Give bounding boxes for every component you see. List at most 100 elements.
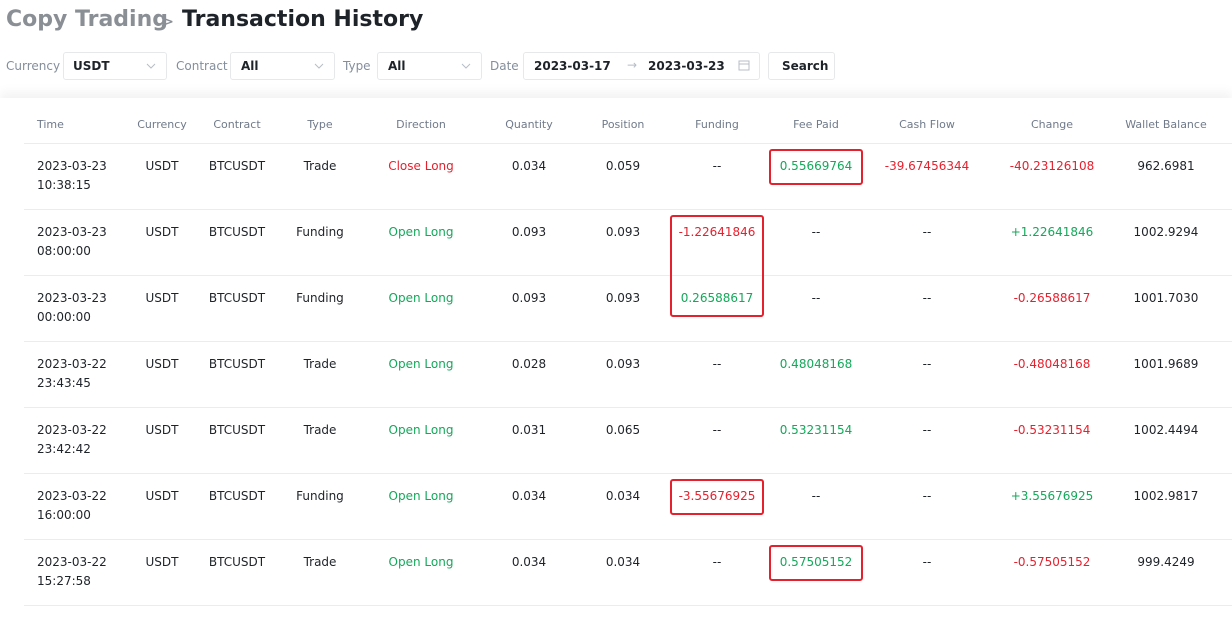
- cell-change: -0.26588617: [1013, 291, 1091, 305]
- cell-fee-paid: --: [811, 291, 821, 305]
- cell-position: 0.034: [605, 555, 641, 569]
- date-range[interactable]: [523, 52, 760, 80]
- cell-change: -0.48048168: [1013, 357, 1091, 371]
- column-header: Change: [1030, 118, 1074, 131]
- cell-cash-flow: --: [922, 357, 932, 371]
- cell-wallet-balance: 1001.9689: [1133, 357, 1199, 371]
- column-header: Funding: [695, 118, 739, 131]
- cell-change: -0.53231154: [1013, 423, 1091, 437]
- column-header: Cash Flow: [899, 118, 955, 131]
- cell-cash-flow: --: [922, 225, 932, 239]
- row-divider: [24, 275, 1232, 276]
- cell-wallet-balance: 1002.4494: [1133, 423, 1199, 437]
- cell-direction: Open Long: [388, 225, 454, 239]
- cell-time: 08:00:00: [37, 244, 91, 258]
- cell-funding: -1.22641846: [678, 225, 756, 239]
- cell-fee-paid: 0.53231154: [779, 423, 853, 437]
- cell-direction: Open Long: [388, 555, 454, 569]
- row-divider: [24, 209, 1232, 210]
- cell-funding: --: [712, 423, 722, 437]
- column-header: Direction: [396, 118, 446, 131]
- cell-direction: Open Long: [388, 489, 454, 503]
- cell-position: 0.065: [605, 423, 641, 437]
- calendar-icon: [738, 60, 750, 71]
- cell-change: -0.57505152: [1013, 555, 1091, 569]
- cell-quantity: 0.093: [511, 291, 547, 305]
- highlight-box: [670, 215, 764, 317]
- cell-cash-flow: --: [922, 423, 932, 437]
- cell-quantity: 0.034: [511, 159, 547, 173]
- column-header: Quantity: [505, 118, 553, 131]
- cell-time: 10:38:15: [37, 178, 91, 192]
- cell-change: +1.22641846: [1010, 225, 1094, 239]
- cell-type: Trade: [303, 423, 337, 437]
- cell-date: 2023-03-23: [37, 291, 107, 305]
- cell-contract: BTCUSDT: [208, 423, 266, 437]
- cell-position: 0.093: [605, 291, 641, 305]
- cell-time: 15:27:58: [37, 574, 91, 588]
- cell-fee-paid: 0.57505152: [779, 555, 853, 569]
- cell-date: 2023-03-23: [37, 225, 107, 239]
- cell-cash-flow: -39.67456344: [884, 159, 970, 173]
- cell-currency: USDT: [145, 489, 179, 503]
- cell-quantity: 0.034: [511, 489, 547, 503]
- cell-time: 23:43:45: [37, 376, 91, 390]
- cell-wallet-balance: 962.6981: [1137, 159, 1195, 173]
- cell-contract: BTCUSDT: [208, 555, 266, 569]
- page-title: Transaction History: [182, 7, 424, 32]
- column-header: Fee Paid: [793, 118, 839, 131]
- cell-funding: 0.26588617: [680, 291, 754, 305]
- chevron-icon: [314, 63, 324, 69]
- row-divider: [24, 473, 1232, 474]
- select-value: All: [388, 59, 406, 73]
- cell-date: 2023-03-23: [37, 159, 107, 173]
- select-box[interactable]: [377, 52, 482, 80]
- cell-contract: BTCUSDT: [208, 357, 266, 371]
- cell-type: Trade: [303, 159, 337, 173]
- chevron-icon: [146, 63, 156, 69]
- cell-cash-flow: --: [922, 291, 932, 305]
- cell-type: Funding: [296, 489, 344, 503]
- cell-currency: USDT: [145, 357, 179, 371]
- cell-funding: -3.55676925: [678, 489, 756, 503]
- cell-direction: Open Long: [388, 423, 454, 437]
- cell-date: 2023-03-22: [37, 489, 107, 503]
- cell-quantity: 0.034: [511, 555, 547, 569]
- cell-direction: Close Long: [388, 159, 454, 173]
- search-button[interactable]: [768, 52, 835, 80]
- cell-contract: BTCUSDT: [208, 225, 266, 239]
- column-header: Time: [37, 118, 64, 131]
- column-header: Position: [601, 118, 645, 131]
- cell-direction: Open Long: [388, 357, 454, 371]
- cell-type: Trade: [303, 357, 337, 371]
- highlight-box: [769, 545, 863, 581]
- cell-fee-paid: 0.48048168: [779, 357, 853, 371]
- select-box[interactable]: [63, 52, 167, 80]
- chevron-icon: [461, 63, 471, 69]
- date-arrow: →: [627, 58, 638, 72]
- cell-type: Trade: [303, 555, 337, 569]
- cell-currency: USDT: [145, 555, 179, 569]
- highlight-box: [670, 479, 764, 515]
- search-button-label[interactable]: Search: [782, 59, 829, 73]
- cell-funding: --: [712, 555, 722, 569]
- cell-date: 2023-03-22: [37, 423, 107, 437]
- cell-fee-paid: 0.55669764: [779, 159, 853, 173]
- row-divider: [24, 143, 1232, 144]
- cell-contract: BTCUSDT: [208, 159, 266, 173]
- cell-cash-flow: --: [922, 555, 932, 569]
- breadcrumb-separator: >: [160, 12, 175, 32]
- date-end: 2023-03-23: [648, 59, 725, 73]
- cell-contract: BTCUSDT: [208, 489, 266, 503]
- cell-position: 0.059: [605, 159, 641, 173]
- cell-position: 0.093: [605, 357, 641, 371]
- cell-wallet-balance: 1001.7030: [1133, 291, 1199, 305]
- select-value: All: [241, 59, 259, 73]
- cell-wallet-balance: 1002.9817: [1133, 489, 1199, 503]
- select-box[interactable]: [230, 52, 335, 80]
- cell-currency: USDT: [145, 159, 179, 173]
- cell-change: -40.23126108: [1009, 159, 1095, 173]
- breadcrumb[interactable]: Copy Trading: [6, 7, 168, 32]
- cell-fee-paid: --: [811, 489, 821, 503]
